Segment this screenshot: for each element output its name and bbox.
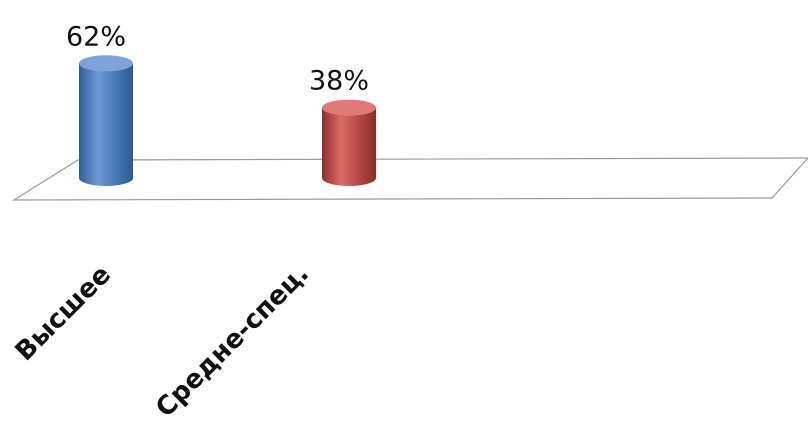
- data-label-0: 62%: [66, 21, 126, 52]
- category-label-0: Высшее: [10, 260, 117, 367]
- bar-0-body: [79, 63, 133, 186]
- bar-1-top: [322, 99, 376, 116]
- bar-0-top: [79, 55, 133, 72]
- data-label-1: 38%: [309, 66, 369, 97]
- chart-floor: [11, 157, 808, 201]
- category-label-1: Средне-спец.: [150, 259, 315, 424]
- bar-0: [79, 55, 133, 186]
- bar-1: [322, 99, 376, 186]
- bar-1-body: [322, 107, 376, 186]
